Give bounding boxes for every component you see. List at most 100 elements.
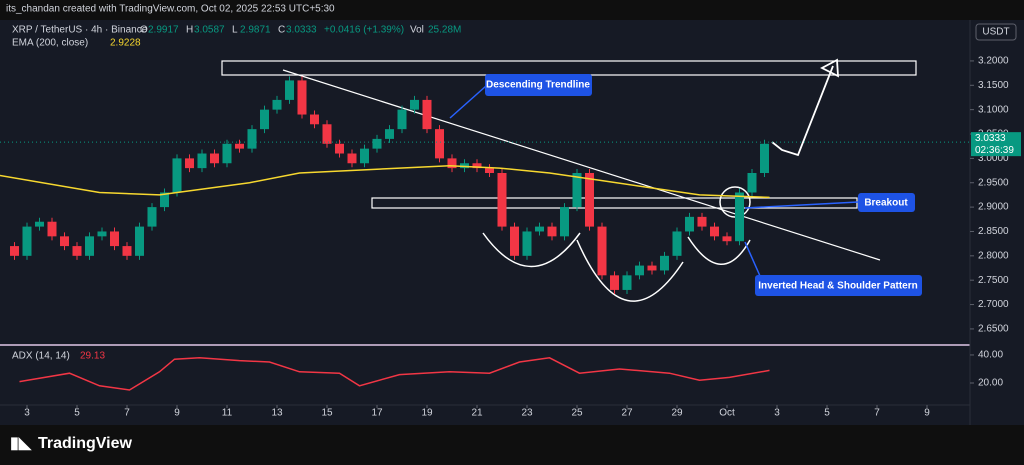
callout	[485, 74, 592, 96]
candle	[347, 153, 357, 164]
ema-value: 2.9228	[110, 38, 141, 49]
y-tick-label: 2.8000	[978, 250, 1009, 261]
ema-label: EMA (200, close)	[12, 38, 88, 49]
symbol: XRP / TetherUS · 4h · Binance	[12, 25, 148, 36]
candle	[285, 80, 294, 100]
callout-text: Descending Trendline	[486, 80, 590, 91]
x-tick-label: 11	[222, 408, 233, 419]
candle	[622, 275, 632, 290]
currency-box[interactable]	[975, 23, 1017, 41]
y-tick-label: 2.8500	[978, 226, 1009, 237]
x-tick-label: 27	[621, 408, 633, 419]
candle	[135, 226, 144, 256]
candle	[597, 226, 607, 276]
candle	[310, 114, 319, 125]
candle	[497, 172, 507, 227]
candle	[185, 158, 194, 169]
candle	[110, 231, 119, 247]
y-tick-label: 2.6500	[978, 324, 1009, 335]
ohlc-label: C	[278, 25, 285, 36]
callout-line	[744, 241, 761, 277]
candle	[472, 163, 482, 169]
candle	[572, 172, 582, 208]
candle	[335, 143, 344, 154]
candle	[210, 153, 219, 164]
candle	[60, 236, 69, 247]
candle	[385, 129, 394, 139]
ohlc-value: 2.9871	[240, 25, 271, 36]
change: +0.0416 (+1.39%)	[324, 25, 404, 36]
candle	[47, 221, 57, 237]
x-tick-label: 5	[74, 408, 80, 419]
candle	[147, 207, 157, 227]
candle	[485, 168, 494, 173]
volume-label: Vol	[410, 25, 424, 36]
adx-value: 29.13	[80, 351, 105, 362]
y-tick-label: 3.1500	[978, 80, 1009, 91]
y-tick-label: 40.00	[978, 350, 1003, 361]
candle	[447, 158, 457, 169]
candle	[222, 143, 232, 164]
candle	[635, 265, 644, 276]
candle	[72, 246, 82, 256]
candle	[735, 192, 744, 242]
candle	[97, 231, 107, 237]
candle	[410, 99, 419, 110]
candle	[322, 124, 332, 144]
arrow-head	[820, 58, 839, 78]
ohlc-value: 3.0587	[194, 25, 225, 36]
x-tick-label: 7	[124, 408, 130, 419]
x-tick-label: 19	[421, 408, 433, 419]
candle	[397, 109, 407, 130]
candle	[160, 192, 169, 208]
candle	[247, 129, 257, 149]
x-tick-label: 5	[824, 408, 830, 419]
candle	[235, 143, 244, 149]
callout	[755, 275, 922, 296]
pattern-arcs	[482, 232, 751, 302]
ema-line	[0, 164, 770, 199]
volume-value: 25.28M	[428, 25, 461, 36]
candle	[710, 226, 719, 237]
brand-logo: ▮◣	[10, 435, 33, 452]
y-tick-label: 20.00	[978, 378, 1003, 389]
candle	[272, 99, 282, 110]
projection-arrow	[771, 65, 834, 157]
callout-text: Breakout	[864, 198, 908, 209]
candle	[722, 236, 732, 242]
x-tick-label: 3	[24, 408, 30, 419]
candle	[510, 226, 519, 256]
candle	[85, 236, 94, 256]
candle	[260, 109, 269, 130]
candle	[647, 265, 657, 271]
price-tag	[971, 132, 1021, 157]
adx-label: ADX (14, 14)	[12, 351, 70, 362]
currency[interactable]: USDT	[982, 27, 1009, 38]
candle	[522, 231, 532, 256]
x-tick-label: 23	[521, 408, 533, 419]
ohlc-label: H	[186, 25, 193, 36]
x-tick-label: 9	[924, 408, 930, 419]
brand: TradingView	[38, 435, 133, 452]
candle	[685, 216, 694, 232]
candle	[535, 226, 544, 232]
candle	[747, 172, 757, 193]
candle	[172, 158, 182, 193]
x-tick-label: 3	[774, 408, 780, 419]
price-tag-value: 3.0333	[975, 133, 1006, 144]
x-tick-label: 25	[571, 408, 583, 419]
callout-line	[744, 201, 859, 209]
candle	[35, 221, 44, 227]
callout-line	[449, 85, 487, 119]
ohlc-value: 2.9917	[148, 25, 179, 36]
breakout-box	[371, 197, 858, 209]
x-tick-label: Oct	[719, 408, 735, 419]
y-tick-label: 3.1000	[978, 104, 1009, 115]
countdown: 02:36:39	[975, 145, 1014, 156]
candle	[122, 246, 132, 256]
callout-text: Inverted Head & Shoulder Pattern	[758, 281, 917, 292]
candle	[660, 255, 669, 271]
candle	[560, 207, 569, 237]
candle	[372, 138, 382, 149]
credit: its_chandan created with TradingView.com…	[6, 4, 335, 15]
